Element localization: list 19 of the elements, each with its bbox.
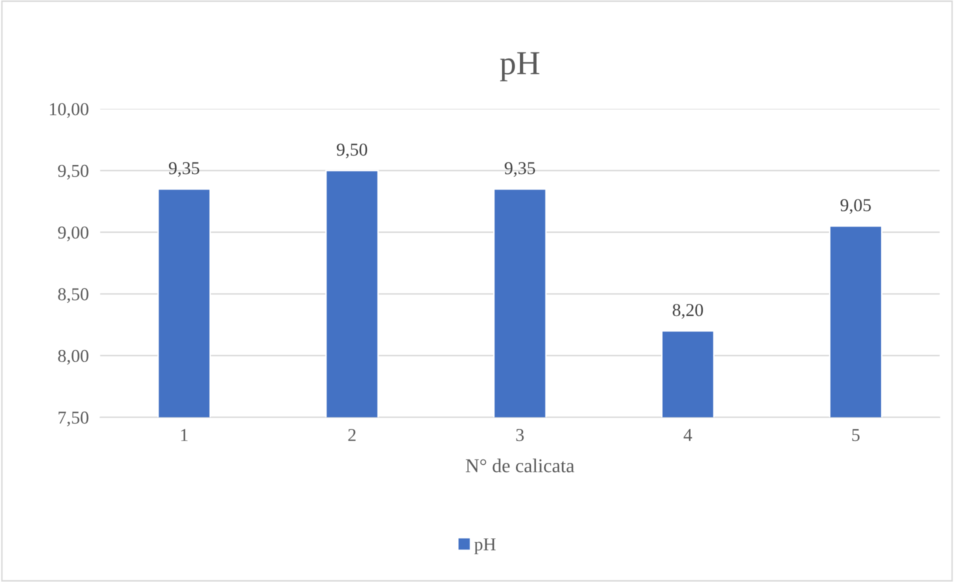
x-tick-label: 2 — [348, 428, 356, 441]
data-label: 9,50 — [336, 144, 368, 158]
y-tick-label: 9,00 — [58, 226, 88, 242]
data-label: 8,20 — [672, 304, 703, 319]
y-tick-label: 8,50 — [58, 288, 88, 303]
data-label: 9,35 — [168, 162, 200, 177]
x-tick-label: 4 — [684, 429, 692, 441]
x-tick-label: 3 — [516, 428, 524, 442]
x-tick-label: 5 — [852, 429, 860, 442]
y-tick-label: 9,50 — [58, 164, 88, 180]
data-label: 9,05 — [840, 199, 871, 214]
x-axis-title: N° de calicata — [466, 458, 574, 472]
y-tick-label: 8,00 — [58, 350, 88, 365]
legend-label: pH — [474, 538, 496, 554]
chart-title: pH — [500, 52, 540, 82]
data-label: 9,35 — [504, 162, 536, 177]
x-tick-label: 1 — [181, 429, 188, 441]
y-tick-label: 7,50 — [58, 412, 88, 426]
y-tick-label: 10,00 — [50, 103, 88, 118]
